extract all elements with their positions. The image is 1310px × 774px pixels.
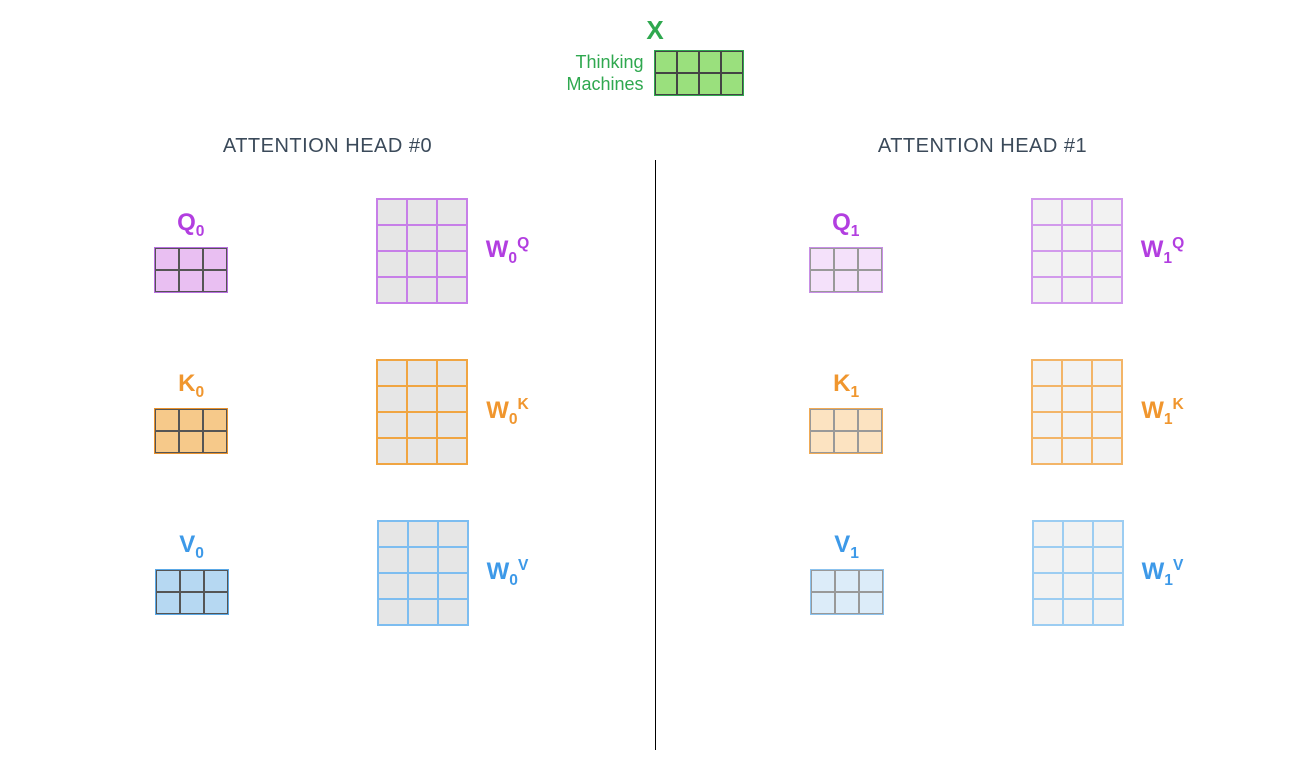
qkv-result-label: V1 [834, 531, 859, 563]
input-token-label: Thinking [575, 51, 643, 74]
attention-head-0: ATTENTION HEAD #0 Q0 W0Q K0 W0K V0 W0V [0, 135, 655, 755]
qkv-result-group: V0 [127, 531, 257, 615]
qkv-weight-group: W1V [1032, 520, 1184, 626]
qkv-result-label: K0 [178, 370, 204, 402]
qkv-weight-group: W0V [377, 520, 529, 626]
qkv-result-group: K0 [126, 370, 256, 454]
qkv-weight-group: W1K [1031, 359, 1184, 465]
qkv-result-matrix [810, 569, 884, 615]
qkv-result-matrix [155, 569, 229, 615]
qkv-weight-label: W0Q [486, 235, 529, 268]
qkv-weight-label: W1V [1142, 557, 1184, 590]
qkv-result-label: Q1 [832, 209, 859, 241]
qkv-weight-group: W1Q [1031, 198, 1184, 304]
attention-head-1: ATTENTION HEAD #1 Q1 W1Q K1 W1K V1 W1V [655, 135, 1310, 755]
input-token-label: Machines [566, 73, 643, 96]
qkv-result-label: V0 [179, 531, 204, 563]
qkv-weight-label: W0V [487, 557, 529, 590]
input-token-labels: ThinkingMachines [566, 51, 643, 96]
qkv-weight-matrix [376, 198, 468, 304]
qkv-result-group: Q0 [126, 209, 256, 293]
qkv-triple: Q1 W1Q K1 W1K V1 W1V [655, 198, 1310, 626]
qkv-result-matrix [809, 247, 883, 293]
input-title: X [646, 15, 663, 46]
qkv-weight-matrix [376, 359, 468, 465]
qkv-weight-matrix [1032, 520, 1124, 626]
input-row: ThinkingMachines [566, 50, 743, 96]
qkv-weight-matrix [1031, 359, 1123, 465]
input-matrix [654, 50, 744, 96]
qkv-weight-label: W0K [486, 396, 529, 429]
attention-head-title: ATTENTION HEAD #0 [223, 135, 432, 158]
qkv-weight-label: W1K [1141, 396, 1184, 429]
qkv-weight-group: W0K [376, 359, 529, 465]
qkv-row: V0 W0V [0, 520, 655, 626]
input-block: X ThinkingMachines [0, 15, 1310, 96]
qkv-result-group: K1 [781, 370, 911, 454]
qkv-row: K0 W0K [0, 359, 655, 465]
qkv-row: Q0 W0Q [0, 198, 655, 304]
qkv-row: K1 W1K [655, 359, 1310, 465]
input-matrix-grid [654, 50, 744, 96]
qkv-result-label: K1 [833, 370, 859, 402]
qkv-row: V1 W1V [655, 520, 1310, 626]
qkv-result-label: Q0 [177, 209, 204, 241]
qkv-result-matrix [154, 408, 228, 454]
attention-heads-row: ATTENTION HEAD #0Q0W0QK0W0KV0W0VATTENTIO… [0, 135, 1310, 755]
qkv-result-group: V1 [782, 531, 912, 615]
qkv-result-matrix [154, 247, 228, 293]
qkv-weight-matrix [1031, 198, 1123, 304]
attention-head-title: ATTENTION HEAD #1 [878, 135, 1087, 158]
qkv-weight-label: W1Q [1141, 235, 1184, 268]
qkv-triple: Q0 W0Q K0 W0K V0 W0V [0, 198, 655, 626]
qkv-weight-group: W0Q [376, 198, 529, 304]
qkv-result-group: Q1 [781, 209, 911, 293]
qkv-row: Q1 W1Q [655, 198, 1310, 304]
qkv-result-matrix [809, 408, 883, 454]
qkv-weight-matrix [377, 520, 469, 626]
